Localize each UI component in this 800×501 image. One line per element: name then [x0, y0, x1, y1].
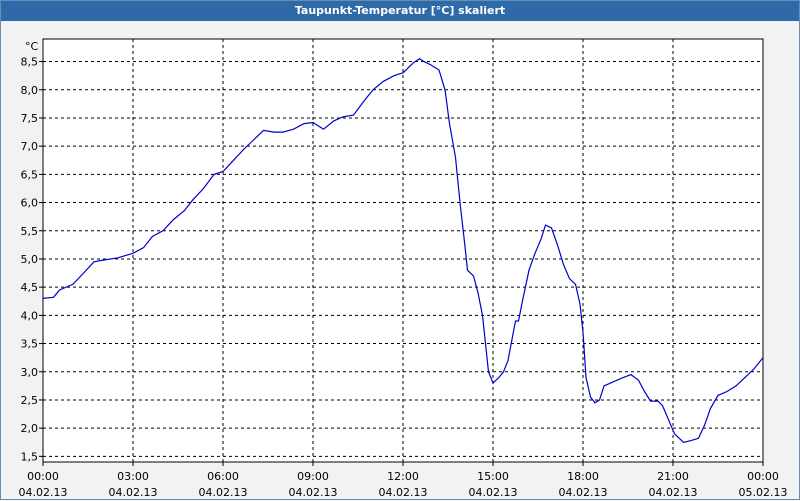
x-tick-date-label: 04.02.13 — [559, 486, 608, 499]
y-tick-label: 7,0 — [21, 140, 39, 153]
x-tick-date-label: 04.02.13 — [19, 486, 68, 499]
y-tick-label: 4,0 — [21, 309, 39, 322]
x-tick-time-label: 06:00 — [207, 470, 239, 483]
x-tick-time-label: 00:00 — [27, 470, 59, 483]
x-tick-date-label: 04.02.13 — [109, 486, 158, 499]
y-tick-label: 5,0 — [21, 253, 39, 266]
chart-title: Taupunkt-Temperatur [°C] skaliert — [1, 1, 799, 21]
x-tick-time-label: 12:00 — [387, 470, 419, 483]
series-line-dewpoint — [42, 57, 764, 443]
y-tick-label: 2,5 — [21, 394, 39, 407]
x-tick-date-label: 04.02.13 — [469, 486, 518, 499]
x-tick-date-label: 04.02.13 — [289, 486, 338, 499]
x-tick-date-label: 04.02.13 — [379, 486, 428, 499]
y-tick-label: 1,5 — [21, 450, 39, 463]
y-tick-label: 8,5 — [21, 56, 39, 69]
y-tick-label: 3,5 — [21, 338, 39, 351]
y-tick-label: 2,0 — [21, 422, 39, 435]
y-tick-label: 3,0 — [21, 366, 39, 379]
y-tick-label: 4,5 — [21, 281, 39, 294]
y-tick-label: 8,0 — [21, 84, 39, 97]
y-tick-label: 7,5 — [21, 112, 39, 125]
y-tick-label: 6,0 — [21, 197, 39, 210]
x-tick-date-label: 05.02.13 — [739, 486, 788, 499]
x-tick-time-label: 21:00 — [657, 470, 689, 483]
x-tick-date-label: 04.02.13 — [649, 486, 698, 499]
x-tick-time-label: 15:00 — [477, 470, 509, 483]
x-tick-date-label: 04.02.13 — [199, 486, 248, 499]
x-tick-time-label: 00:00 — [747, 470, 779, 483]
x-tick-time-label: 09:00 — [297, 470, 329, 483]
x-tick-time-label: 18:00 — [567, 470, 599, 483]
y-tick-label: 5,5 — [21, 225, 39, 238]
y-axis-unit-label: °C — [25, 40, 39, 53]
y-tick-label: 6,5 — [21, 168, 39, 181]
plot-frame — [42, 38, 764, 463]
x-tick-time-label: 03:00 — [117, 470, 149, 483]
